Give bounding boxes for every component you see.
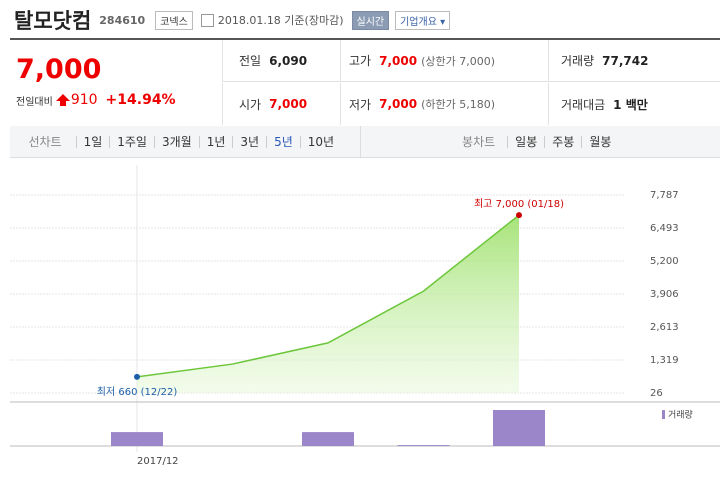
extreme-point (516, 212, 522, 219)
quote-value: 6,090 (269, 53, 308, 68)
candle-label: 봉차트 (462, 135, 496, 149)
quote-cell: 거래량 77,742 (548, 40, 720, 82)
tab-bar: 선차트 1일 1주일 3개월 1년 3년 5년 10년 봉차트 일봉 주봉 월봉 (10, 126, 720, 158)
volume-bar (493, 410, 545, 446)
quote-value: 7,000 (379, 97, 418, 111)
date: 2018.01.18 기준(장마감) (217, 14, 344, 27)
x-tick-label: 2017/12 (137, 456, 179, 467)
header: 탈모닷컴 284610 코넥스 2018.01.18 기준(장마감) 실시간 기… (14, 4, 451, 36)
quote-note: (하한가 5,180) (421, 98, 495, 111)
quote-cell: 전일 6,090 (222, 40, 340, 82)
company-info-button[interactable]: 기업개요 ▾ (395, 10, 451, 30)
candle-tab[interactable]: 월봉 (581, 135, 618, 148)
quote-value: 7,000 (269, 97, 308, 111)
quote-label: 전일 (239, 54, 262, 68)
calendar-icon (200, 13, 214, 27)
current-price: 7,000 (16, 54, 102, 85)
quote-label: 거래대금 (561, 97, 606, 112)
volume-bar (302, 432, 354, 446)
price-line (136, 214, 520, 378)
line-label: 선차트 (28, 135, 62, 149)
stock-name: 탈모닷컴 (14, 9, 92, 33)
quote-cell: 고가 7,000 (상한가 7,000) (340, 40, 548, 82)
candle-tab[interactable]: 일봉 (507, 135, 544, 148)
quote-label: 저가 (349, 97, 372, 112)
change-label: 전일대비 (16, 96, 53, 108)
extreme-point (134, 373, 140, 380)
period-tab[interactable]: 1년 (198, 135, 233, 148)
company-info-label: 기업개요 (400, 16, 437, 28)
quote-cell: 거래대금 1 백만 (548, 83, 720, 125)
period-tab[interactable]: 1일 (75, 135, 110, 148)
quote-cell: 시가 7,000 (222, 83, 340, 125)
quote-value: 1 백만 (613, 97, 648, 112)
quote-label: 고가 (349, 54, 372, 68)
candle-tab[interactable]: 주봉 (544, 135, 581, 148)
quote-value: 7,000 (379, 53, 418, 68)
period-tab[interactable]: 3개월 (153, 135, 199, 148)
y-tick-label: 6,493 (650, 223, 679, 234)
quote-panel: 7,000 전일대비 910 +14.94% 전일 6,090 고가 7,000 (상한… (10, 38, 720, 128)
candle-tabs: 봉차트 일봉 주봉 월봉 (361, 126, 720, 157)
y-tick-label: 5,200 (650, 256, 679, 267)
y-tick-label: 26 (650, 388, 663, 399)
area (137, 215, 519, 393)
quote-cell: 저가 7,000 (하한가 5,180) (340, 83, 548, 125)
volume-bar (397, 445, 450, 446)
line-tabs: 선차트 1일 1주일 3개월 1년 3년 5년 10년 (10, 126, 361, 157)
period-tab[interactable]: 1주일 (109, 135, 154, 148)
stock-code: 284610 (99, 13, 146, 27)
quote-label: 시가 (239, 97, 262, 112)
quote-label: 거래량 (561, 54, 595, 68)
y-tick-label: 1,319 (650, 355, 679, 366)
legend-label: 거래량 (668, 409, 693, 421)
realtime-button[interactable]: 실시간 (351, 10, 390, 30)
change: 910 (70, 92, 98, 108)
period-tab[interactable]: 10년 (299, 135, 341, 148)
quote-grid: 전일 6,090 고가 7,000 (상한가 7,000) 거래량 77,742 시가 7,00… (10, 40, 720, 126)
annotation: 최저 660 (12/22) (97, 386, 178, 398)
period-tab[interactable]: 3년 (232, 135, 266, 148)
change-row: 전일대비 910 +14.94% (16, 92, 176, 108)
quote-note: (상한가 7,000) (421, 54, 495, 68)
quote-value: 77,742 (602, 53, 649, 68)
y-tick-label: 3,906 (650, 289, 679, 300)
legend-swatch (662, 410, 665, 419)
annotation: 최고 7,000 (01/18) (474, 198, 564, 210)
y-tick-label: 2,613 (650, 322, 679, 333)
period-tab[interactable]: 5년 (266, 135, 300, 148)
change-pct: +14.94% (105, 92, 176, 108)
y-tick-label: 7,787 (650, 190, 679, 201)
up-arrow (55, 94, 70, 106)
market-badge: 코넥스 (155, 10, 193, 30)
volume-bar (111, 432, 163, 446)
